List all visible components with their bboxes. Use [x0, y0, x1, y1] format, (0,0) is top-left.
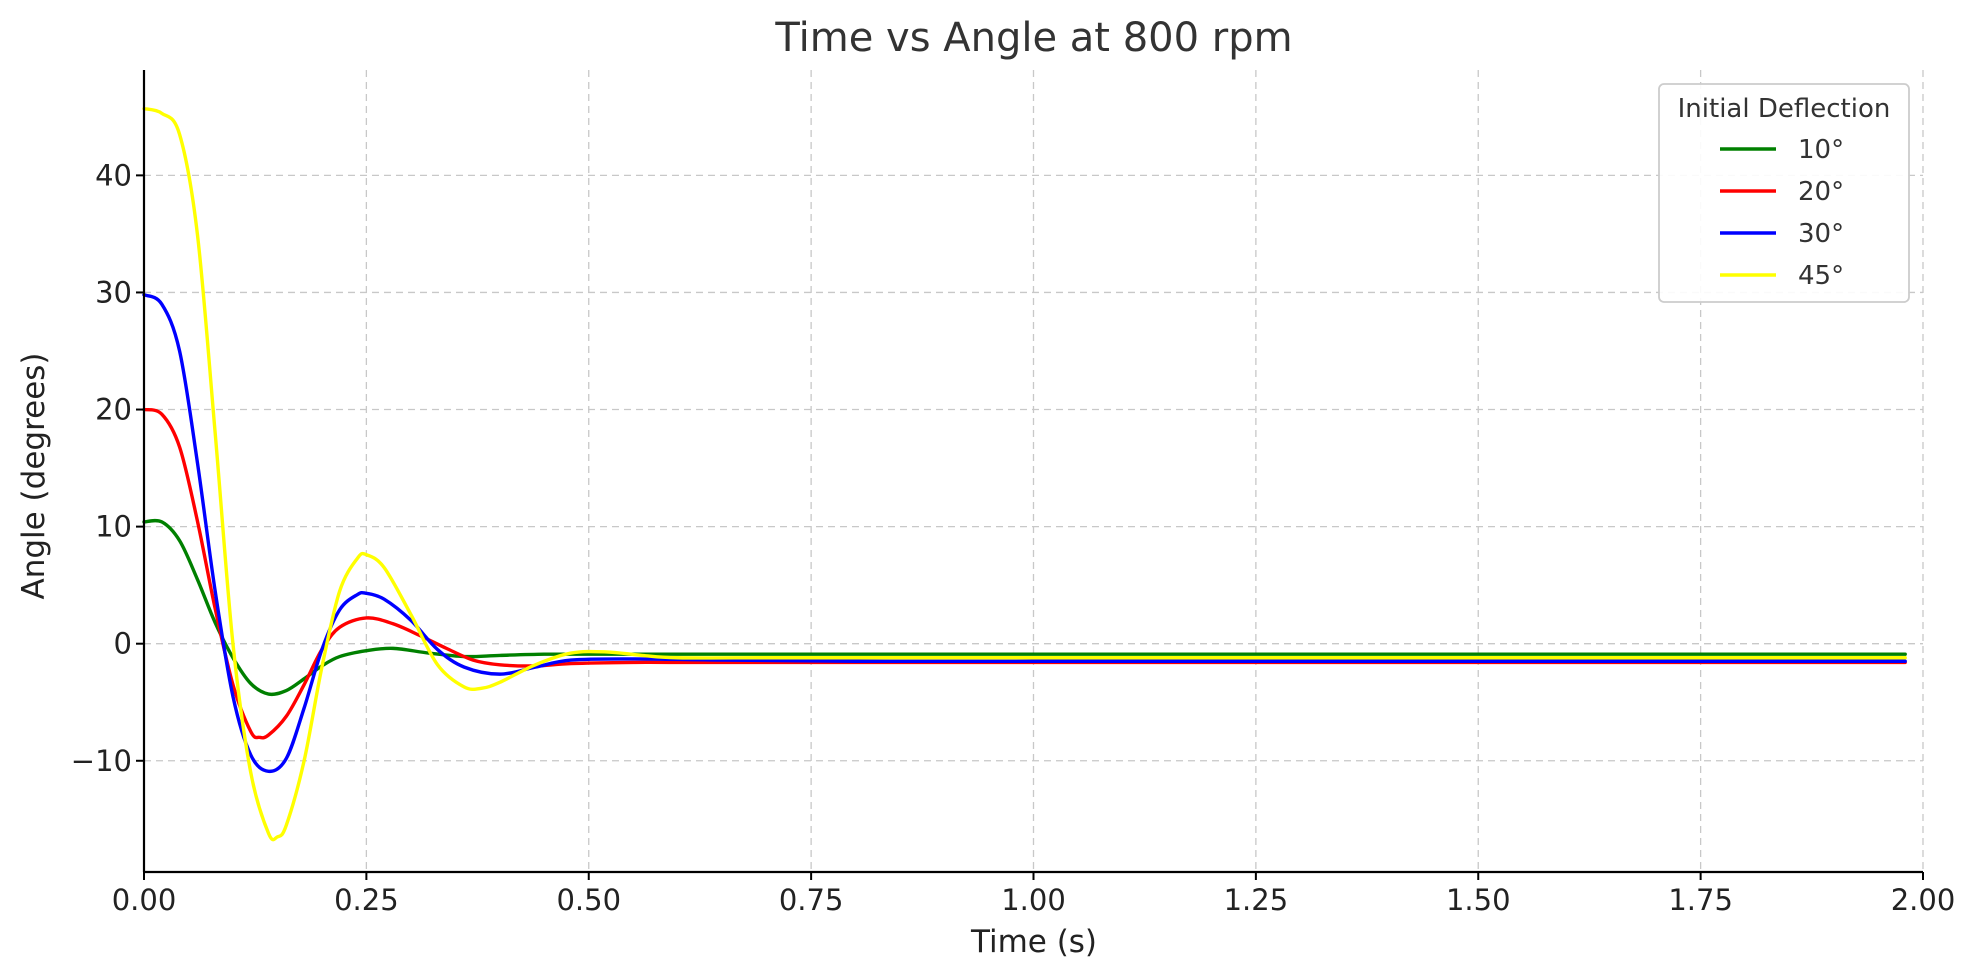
x-tick-label: 0.25	[334, 883, 399, 917]
series-line-3	[142, 293, 1907, 774]
x-tick-label: 1.25	[1224, 883, 1289, 917]
x-tick-label: 0.75	[779, 883, 844, 917]
x-tick-label: 0.00	[112, 883, 177, 917]
tick-labels: 0.00 0.25 0.50 0.75 1.00 1.25 1.50 1.75 2.00 −10 0…	[71, 158, 1955, 917]
y-tick-label: 20	[95, 393, 132, 427]
series-lines	[142, 106, 1907, 842]
legend-label: 30°	[1798, 219, 1844, 249]
x-tick-label: 0.50	[556, 883, 621, 917]
y-axis-label: Angle (degrees)	[16, 352, 52, 599]
y-tick-label: 10	[95, 510, 132, 544]
y-tick-label: 40	[95, 158, 132, 192]
grid	[143, 70, 1924, 872]
legend-box	[1658, 83, 1910, 303]
legend-label: 20°	[1798, 177, 1844, 207]
legend-title: Initial Deflection	[1678, 94, 1891, 124]
y-tick-label: 0	[114, 627, 132, 661]
x-tick-label: 1.75	[1668, 883, 1733, 917]
series-line-4	[142, 106, 1907, 842]
x-tick-label: 2.00	[1891, 883, 1956, 917]
series-line-2	[142, 407, 1907, 740]
x-tick-label: 1.00	[1001, 883, 1066, 917]
axes	[136, 70, 1924, 880]
x-axis-label: Time (s)	[970, 924, 1097, 960]
y-tick-label: −10	[71, 744, 132, 778]
y-tick-label: 30	[95, 275, 132, 309]
legend-label: 10°	[1798, 135, 1844, 165]
legend: Initial Deflection 10° 20° 30° 45°	[1658, 83, 1910, 303]
chart-title: Time vs Angle at 800 rpm	[774, 15, 1292, 61]
legend-label: 45°	[1798, 261, 1844, 291]
x-tick-label: 1.50	[1446, 883, 1511, 917]
